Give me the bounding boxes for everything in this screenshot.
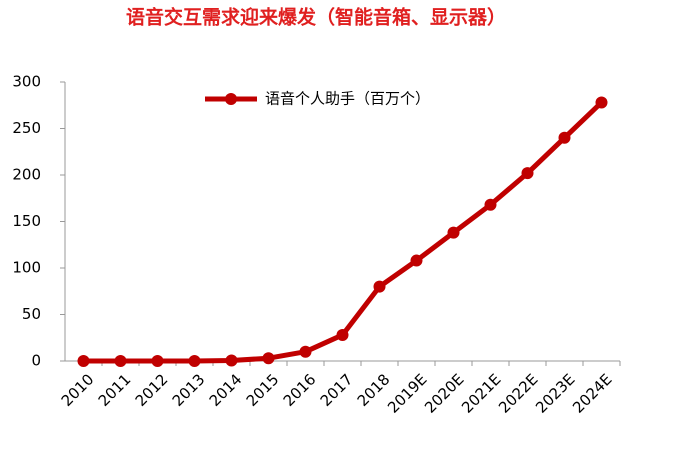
y-tick-label: 200 bbox=[12, 166, 41, 184]
x-tick-label: 2023E bbox=[532, 370, 578, 416]
y-tick-label: 50 bbox=[22, 305, 41, 323]
point bbox=[262, 352, 275, 365]
point bbox=[373, 280, 386, 293]
legend-marker bbox=[225, 93, 237, 105]
point bbox=[225, 354, 238, 367]
point bbox=[336, 328, 349, 341]
x-tick-label: 2021E bbox=[458, 370, 504, 416]
point bbox=[484, 198, 497, 211]
x-tick-label: 2024E bbox=[569, 370, 615, 416]
series-line bbox=[83, 100, 604, 364]
x-tick-label: 2019E bbox=[384, 370, 430, 416]
y-tick-label: 300 bbox=[12, 73, 41, 91]
x-tick-label: 2014 bbox=[206, 370, 246, 410]
point bbox=[114, 355, 127, 367]
y-tick-label: 0 bbox=[31, 352, 41, 370]
point bbox=[521, 167, 534, 180]
x-tick-label: 2012 bbox=[132, 370, 172, 410]
x-tick-label: 2011 bbox=[95, 370, 135, 410]
legend-label: 语音个人助手（百万个） bbox=[265, 90, 430, 108]
point bbox=[299, 345, 312, 358]
x-tick-label: 2015 bbox=[243, 370, 283, 410]
x-tick-label: 2022E bbox=[495, 370, 541, 416]
point bbox=[558, 131, 571, 144]
point bbox=[447, 226, 460, 239]
y-tick-label: 150 bbox=[12, 212, 41, 230]
point bbox=[410, 254, 423, 267]
point bbox=[595, 96, 608, 109]
point bbox=[151, 355, 164, 367]
y-tick-label: 100 bbox=[12, 259, 41, 277]
chart-title: 语音交互需求迎来爆发（智能音箱、显示器） bbox=[126, 6, 506, 29]
x-tick-label: 2017 bbox=[317, 370, 357, 410]
x-tick-label: 2016 bbox=[280, 370, 320, 410]
y-tick-label: 250 bbox=[12, 119, 41, 137]
x-tick-label: 2020E bbox=[421, 370, 467, 416]
point bbox=[188, 355, 201, 367]
x-tick-label: 2013 bbox=[169, 370, 209, 410]
point bbox=[77, 355, 90, 367]
x-tick-label: 2010 bbox=[58, 370, 98, 410]
